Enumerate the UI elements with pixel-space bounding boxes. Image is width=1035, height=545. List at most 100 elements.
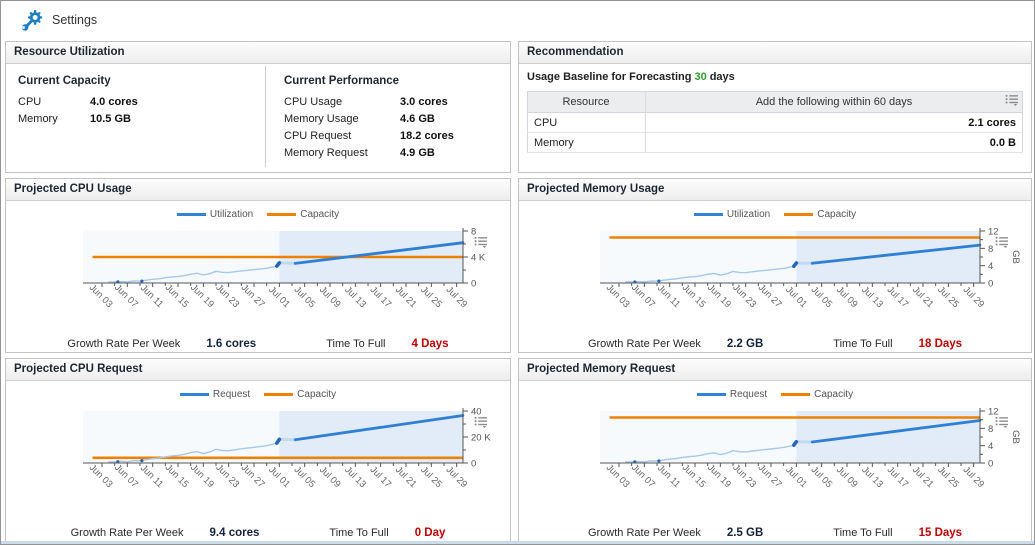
legend-utilization-label: Utilization (209, 209, 254, 220)
time-to-full-value: 18 Days (918, 338, 963, 350)
svg-text:Jul 25: Jul 25 (935, 284, 961, 310)
svg-text:Jul 17: Jul 17 (368, 464, 394, 490)
projected-cpu-usage-title: Projected CPU Usage (6, 179, 510, 201)
svg-text:0: 0 (988, 279, 993, 290)
panel-projected-memory-usage: Projected Memory Usage Utilization Capac… (518, 178, 1032, 353)
svg-text:Jun 15: Jun 15 (680, 462, 708, 490)
svg-text:GB: GB (1010, 430, 1021, 444)
resource-utilization-title: Resource Utilization (6, 42, 510, 64)
chart-menu-icon[interactable] (474, 236, 488, 248)
svg-text:Jun 19: Jun 19 (188, 282, 216, 310)
svg-text:Jun 27: Jun 27 (239, 282, 267, 310)
recommendation-table: Resource Add the following within 60 day… (527, 91, 1023, 153)
chart-legend: Request Capacity (519, 389, 1031, 400)
svg-text:Jun 23: Jun 23 (730, 462, 758, 490)
chart-menu-icon[interactable] (995, 236, 1009, 248)
svg-text:8: 8 (988, 244, 993, 255)
capacity-line-swatch (781, 393, 811, 396)
svg-text:Jun 23: Jun 23 (730, 282, 758, 310)
time-to-full-label: Time To Full (326, 338, 386, 350)
time-to-full-value: 0 Day (414, 527, 446, 539)
capacity-cpu-value: 4.0 cores (90, 96, 138, 108)
svg-text:Jun 15: Jun 15 (680, 282, 708, 310)
column-header-add-within[interactable]: Add the following within 60 days (645, 91, 1023, 113)
svg-text:Jun 11: Jun 11 (655, 463, 682, 490)
table-row-memory[interactable]: Memory 0.0 B (527, 132, 1023, 153)
svg-text:Jun 15: Jun 15 (163, 462, 191, 490)
legend-request-label: Request (729, 389, 768, 400)
time-to-full-label: Time To Full (329, 527, 389, 539)
legend-utilization-label: Utilization (726, 209, 771, 220)
svg-text:Jul 01: Jul 01 (783, 464, 809, 490)
svg-text:Jul 05: Jul 05 (809, 284, 835, 310)
baseline-suffix: days (709, 71, 735, 83)
projected-memory-usage-title: Projected Memory Usage (519, 179, 1031, 201)
svg-text:Jun 07: Jun 07 (629, 282, 657, 310)
svg-text:0: 0 (471, 459, 476, 470)
svg-text:Jun 11: Jun 11 (138, 463, 165, 490)
svg-text:Jul 09: Jul 09 (317, 284, 343, 310)
svg-text:4: 4 (988, 261, 993, 272)
table-menu-icon[interactable] (1005, 94, 1019, 109)
capacity-memory-value: 10.5 GB (90, 113, 131, 125)
baseline-days-value: 30 (694, 71, 707, 83)
perf-memory-usage-value: 4.6 GB (400, 113, 435, 125)
recommendation-title: Recommendation (519, 42, 1031, 64)
chart-footer: Growth Rate Per Week 9.4 cores Time To F… (6, 527, 510, 539)
table-row-cpu[interactable]: CPU 2.1 cores (527, 112, 1023, 133)
svg-text:Jul 13: Jul 13 (859, 464, 885, 490)
capacity-cpu-label: CPU (18, 96, 42, 108)
svg-text:GB: GB (1010, 250, 1021, 264)
request-line-swatch (696, 393, 726, 396)
chart-legend: Utilization Capacity (6, 209, 510, 220)
svg-text:Jul 25: Jul 25 (418, 284, 444, 310)
panel-projected-cpu-request: Projected CPU Request Request Capacity J… (5, 358, 511, 542)
column-header-resource[interactable]: Resource (527, 91, 646, 113)
legend-request-label: Request (212, 389, 251, 400)
svg-text:Jun 11: Jun 11 (655, 283, 682, 310)
svg-text:0: 0 (988, 459, 993, 470)
svg-text:12: 12 (988, 407, 999, 418)
perf-memory-request-value: 4.9 GB (400, 147, 435, 159)
svg-text:Jul 01: Jul 01 (266, 284, 292, 310)
svg-text:4 K: 4 K (471, 253, 486, 264)
utilization-line-swatch (693, 213, 723, 216)
svg-text:Jul 29: Jul 29 (444, 284, 470, 310)
svg-text:Jul 29: Jul 29 (444, 464, 470, 490)
svg-text:Jul 21: Jul 21 (393, 464, 419, 490)
svg-text:Jun 11: Jun 11 (138, 283, 165, 310)
settings-gear-wrench-icon[interactable] (21, 9, 43, 31)
svg-text:Jul 01: Jul 01 (266, 464, 292, 490)
svg-text:Jun 03: Jun 03 (604, 462, 632, 490)
utilization-line-swatch (176, 213, 206, 216)
svg-text:40: 40 (471, 407, 482, 418)
row-cpu-value: 2.1 cores (645, 112, 1023, 133)
settings-label: Settings (52, 13, 98, 27)
chart-menu-icon[interactable] (474, 416, 488, 428)
svg-text:0: 0 (471, 279, 476, 290)
column-header-add-within-label: Add the following within 60 days (755, 96, 913, 108)
svg-text:Jun 03: Jun 03 (604, 282, 632, 310)
capacity-line-swatch (264, 393, 294, 396)
svg-text:Jul 21: Jul 21 (393, 284, 419, 310)
svg-text:8: 8 (988, 424, 993, 435)
legend-capacity-label: Capacity (300, 209, 340, 220)
svg-text:Jul 09: Jul 09 (834, 284, 860, 310)
capacity-line-swatch (267, 213, 297, 216)
legend-capacity-label: Capacity (814, 389, 854, 400)
section-divider (265, 66, 266, 167)
growth-rate-value: 9.4 cores (209, 527, 260, 539)
topbar: Settings (1, 1, 1034, 39)
growth-rate-label: Growth Rate Per Week (587, 338, 701, 350)
svg-text:Jun 03: Jun 03 (87, 282, 115, 310)
svg-text:Jul 29: Jul 29 (961, 284, 987, 310)
svg-text:Jun 27: Jun 27 (239, 462, 267, 490)
perf-memory-request-label: Memory Request (284, 147, 368, 159)
panel-recommendation: Recommendation Usage Baseline for Foreca… (518, 41, 1032, 173)
svg-text:Jul 13: Jul 13 (859, 284, 885, 310)
legend-capacity-label: Capacity (297, 389, 337, 400)
projected-cpu-request-title: Projected CPU Request (6, 359, 510, 381)
svg-text:4: 4 (988, 441, 993, 452)
chart-menu-icon[interactable] (995, 416, 1009, 428)
